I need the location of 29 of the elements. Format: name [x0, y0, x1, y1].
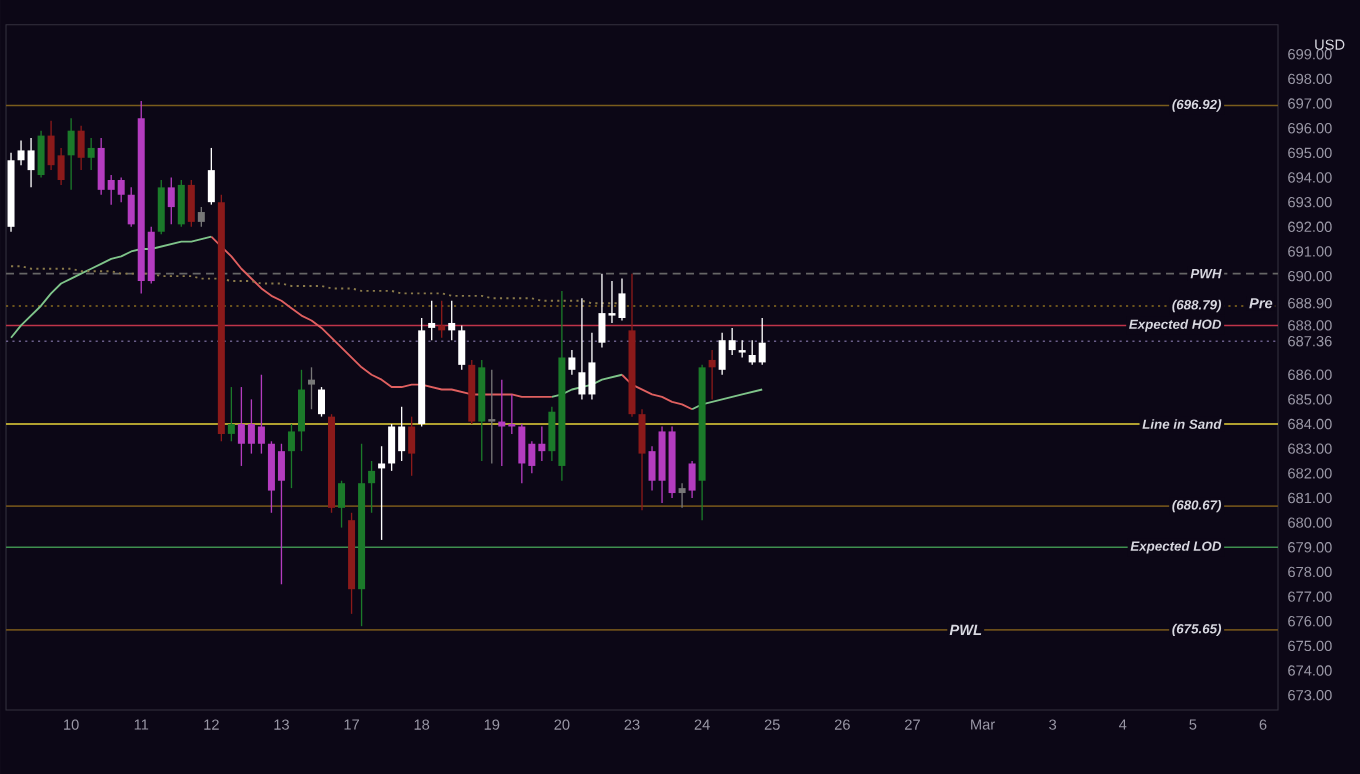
candlestick: [77, 125, 85, 171]
candlestick: [287, 423, 295, 489]
candlestick: [207, 147, 215, 206]
candlestick: [688, 460, 696, 499]
candlestick: [378, 445, 386, 541]
candlestick: [638, 408, 646, 511]
candlestick: [408, 415, 416, 477]
candlestick: [197, 206, 205, 228]
candlestick: [318, 386, 326, 418]
candlestick: [297, 369, 305, 452]
candlestick: [458, 324, 466, 371]
candlestick: [438, 300, 446, 339]
candlestick: [227, 386, 235, 442]
candlestick: [568, 349, 576, 376]
candlestick: [338, 480, 346, 529]
candlestick: [177, 179, 185, 228]
candlestick: [37, 130, 45, 179]
candlestick: [428, 300, 436, 341]
candlestick: [708, 349, 716, 401]
candlestick: [308, 366, 315, 410]
candlestick: [87, 137, 95, 171]
candlestick: [187, 179, 195, 228]
candlestick: [157, 179, 165, 235]
candlestick: [167, 176, 175, 226]
candlestick: [488, 369, 496, 465]
candlestick: [448, 300, 456, 341]
candlestick: [678, 482, 686, 509]
candlestick: [67, 117, 75, 191]
candlestick: [368, 460, 376, 514]
